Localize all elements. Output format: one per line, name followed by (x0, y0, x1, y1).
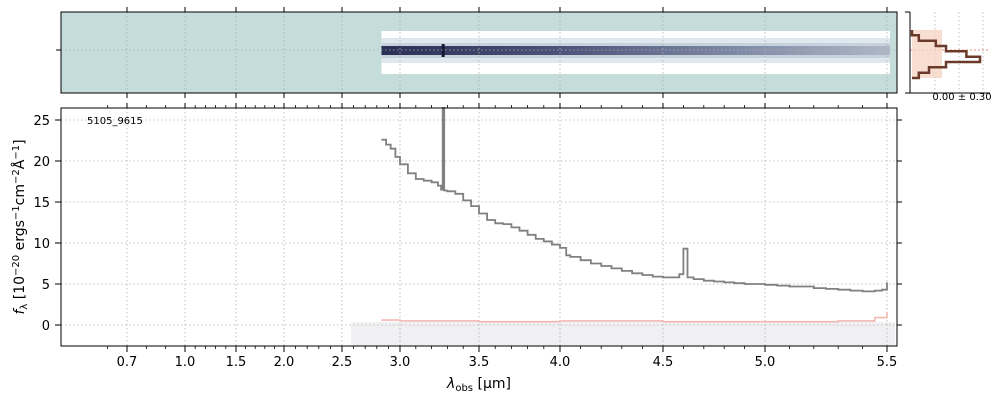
emission-line-2d (441, 44, 445, 57)
error-spectrum-line (381, 311, 888, 323)
y-tick-label: 0 (42, 319, 50, 334)
spectrum-1d-series (381, 107, 888, 323)
x-tick-label: 3.5 (469, 355, 490, 370)
profile-plot (905, 11, 990, 94)
trace-upper-halo (381, 38, 890, 43)
y-tick-label: 10 (33, 237, 50, 252)
object-id-label: 5105_9615 (87, 116, 143, 127)
y-axis-label: fλ [10−20 ergs−1cm−2Å−1] (11, 139, 30, 314)
sky-band (351, 322, 895, 346)
profile-annotation: 0.00 ± 0.30 (932, 92, 991, 103)
spectrum-2d-trace (381, 31, 890, 74)
spectrum-2d-grid (61, 12, 897, 93)
spectrum-1d-panel: 0.7 1.0 1.5 2.0 2.5 3.0 3.5 4.0 4.5 5.0 5.5 0 5 10 15 2… (11, 103, 902, 394)
x-tick-label: 5.5 (877, 355, 898, 370)
spectrum-1d-background (61, 108, 897, 346)
x-tick-label: 4.5 (653, 355, 674, 370)
x-tick-label: 3.0 (390, 355, 411, 370)
y-tick-label: 20 (33, 155, 50, 170)
x-axis-label: λobs [μm] (446, 376, 511, 394)
profile-line (910, 30, 982, 80)
spectrum-1d-frame (60, 107, 898, 347)
spectrum-2d-frame (60, 11, 898, 94)
x-tick-label: 0.7 (117, 355, 138, 370)
x-tick-label: 5.0 (755, 355, 776, 370)
x-tick-label: 1.0 (175, 355, 196, 370)
x-tick-label: 4.0 (550, 355, 571, 370)
profile-panel: 0.00 ± 0.30 (905, 11, 992, 103)
y-tick-label: 25 (33, 114, 50, 129)
y-tick-label: 5 (42, 278, 50, 293)
x-tick-label: 2.0 (274, 355, 295, 370)
profile-shade (912, 30, 942, 78)
x-tick-label: 2.5 (332, 355, 353, 370)
y-tick-label: 15 (33, 196, 50, 211)
spectrum-2d-x-ticks (126, 7, 888, 98)
trace-core (381, 46, 890, 55)
trace-lower-halo (381, 58, 890, 63)
x-tick-label: 1.5 (226, 355, 247, 370)
spectrum-2d-panel (56, 7, 898, 98)
flux-spectrum-line (381, 107, 888, 293)
